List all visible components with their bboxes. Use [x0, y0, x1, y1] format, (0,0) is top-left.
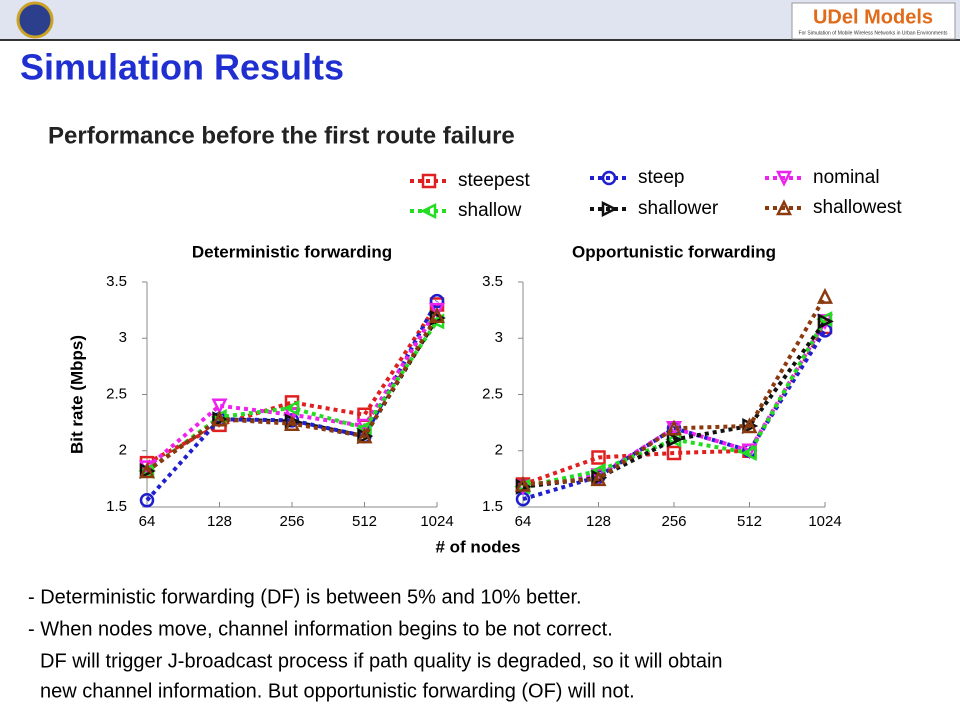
marker — [212, 411, 229, 428]
x-tick-label: 64 — [139, 513, 156, 530]
y-tick-label: 2 — [495, 442, 503, 459]
series-line — [522, 318, 827, 489]
x-axis-label: # of nodes — [435, 537, 520, 556]
marker — [665, 419, 683, 436]
series-line — [522, 329, 827, 502]
series-line — [522, 325, 827, 487]
y-tick-label: 3.5 — [482, 273, 503, 290]
logo-box — [791, 2, 956, 40]
marker — [428, 302, 446, 319]
bullet: new channel information. But opportunist… — [40, 680, 635, 702]
y-tick-label: 1.5 — [482, 498, 503, 515]
marker — [283, 399, 300, 417]
marker — [666, 445, 682, 461]
marker — [775, 170, 793, 187]
x-tick-label: 128 — [207, 513, 232, 530]
legend-label: steepest — [458, 170, 531, 191]
y-tick-label: 2 — [119, 442, 127, 459]
x-tick-label: 1024 — [420, 513, 453, 530]
marker — [742, 417, 759, 435]
marker — [666, 431, 683, 448]
bullet: - Deterministic forwarding (DF) is betwe… — [28, 586, 582, 608]
x-tick-label: 512 — [352, 513, 377, 530]
legend-label: shallowest — [813, 197, 902, 218]
chart-title: Deterministic forwarding — [192, 242, 392, 261]
university-emblem — [16, 1, 54, 39]
y-tick-label: 2.5 — [106, 385, 127, 402]
marker — [741, 417, 758, 434]
y-tick-label: 3 — [495, 329, 503, 346]
marker — [816, 311, 833, 328]
series-line — [522, 320, 827, 489]
slide-subtitle: Performance before the first route failu… — [48, 122, 515, 149]
bullet: - When nodes move, channel information b… — [28, 618, 613, 640]
marker — [601, 170, 617, 186]
marker — [590, 470, 607, 487]
legend-label: nominal — [813, 167, 880, 188]
marker — [138, 462, 156, 479]
logo-tagline: For Simulation of Mobile Wireless Networ… — [799, 30, 948, 36]
marker — [420, 202, 437, 220]
y-axis-label: Bit rate (Mbps) — [67, 335, 86, 454]
series-line — [145, 300, 439, 502]
marker — [428, 306, 446, 323]
marker — [139, 462, 156, 480]
marker — [740, 444, 757, 462]
y-tick-label: 3.5 — [106, 273, 127, 290]
series-line — [522, 320, 827, 489]
marker — [211, 410, 228, 427]
legend-label: steep — [638, 167, 684, 188]
series-line — [145, 309, 439, 470]
legend-label: shallow — [458, 200, 522, 221]
marker — [591, 450, 606, 465]
logo-title: UDel Models — [813, 6, 933, 28]
x-tick-label: 128 — [586, 513, 611, 530]
series-line — [145, 316, 439, 473]
x-tick-label: 1024 — [808, 513, 841, 530]
marker — [775, 199, 793, 216]
marker — [356, 427, 373, 444]
x-tick-label: 512 — [737, 513, 762, 530]
x-tick-label: 64 — [515, 513, 532, 530]
marker — [601, 200, 618, 218]
marker — [357, 428, 374, 445]
slide-title: Simulation Results — [20, 47, 344, 88]
marker — [816, 287, 834, 304]
marker — [139, 493, 155, 508]
series-line — [146, 303, 439, 465]
marker — [283, 414, 301, 431]
y-tick-label: 2.5 — [482, 385, 503, 402]
y-tick-label: 3 — [119, 329, 127, 346]
bullet: DF will trigger J-broadcast process if p… — [40, 650, 723, 672]
y-tick-label: 1.5 — [106, 498, 127, 515]
x-tick-label: 256 — [661, 513, 686, 530]
chart-title: Opportunistic forwarding — [572, 242, 776, 261]
marker — [211, 398, 228, 415]
marker — [817, 313, 834, 330]
series-line — [145, 314, 439, 473]
series-line — [145, 320, 439, 473]
marker — [421, 173, 437, 189]
marker — [514, 475, 532, 492]
x-tick-label: 256 — [279, 513, 304, 530]
series-line — [522, 295, 827, 487]
legend-label: shallower — [638, 198, 719, 219]
